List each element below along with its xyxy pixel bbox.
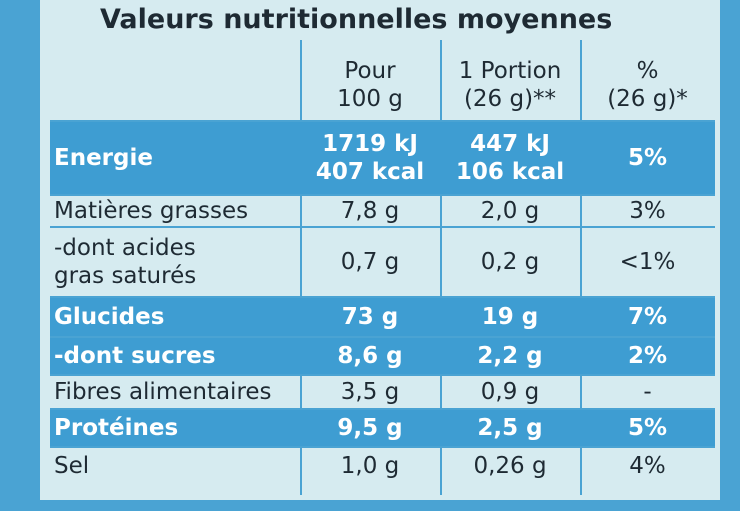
table-row: Protéines 9,5 g 2,5 g 5% <box>50 408 715 446</box>
value-cell: 9,5 g <box>300 410 440 446</box>
text-line: 0,2 g <box>480 249 540 275</box>
value-cell: 2,2 g <box>440 338 580 374</box>
text-line: 9,5 g <box>337 415 403 441</box>
text-line: 0,9 g <box>480 379 540 405</box>
value-cell: 2,5 g <box>440 410 580 446</box>
text-line: -dont sucres <box>54 343 216 369</box>
column-header: Pour 100 g <box>300 52 440 118</box>
value-cell: 447 kJ 106 kcal <box>440 122 580 194</box>
row-label: Energie <box>54 122 153 194</box>
value-cell: - <box>580 376 715 408</box>
value-cell: 73 g <box>300 298 440 336</box>
column-divider <box>580 40 582 495</box>
row-label: Matières grasses <box>54 196 248 226</box>
table-row: -dont acides gras saturés 0,7 g 0,2 g <1% <box>50 226 715 296</box>
column-divider <box>440 40 442 495</box>
table-row: -dont sucres 8,6 g 2,2 g 2% <box>50 336 715 374</box>
value-cell: 3% <box>580 196 715 226</box>
text-line: 100 g <box>337 86 403 112</box>
text-line: 1 Portion <box>458 58 562 84</box>
text-line: (26 g)* <box>607 86 688 112</box>
text-line: (26 g)** <box>463 86 557 112</box>
value-cell: 5% <box>580 122 715 194</box>
value-cell: 0,9 g <box>440 376 580 408</box>
text-line: Protéines <box>54 415 179 441</box>
value-cell: 8,6 g <box>300 338 440 374</box>
text-line: 4% <box>629 453 666 479</box>
text-line: 7,8 g <box>340 198 400 224</box>
value-cell: 5% <box>580 410 715 446</box>
text-line: -dont acides <box>54 235 196 261</box>
value-cell: 1719 kJ 407 kcal <box>300 122 440 194</box>
text-line: 73 g <box>341 304 399 330</box>
text-line: 5% <box>627 415 668 441</box>
text-line: 407 kcal <box>315 159 425 185</box>
value-cell: 0,26 g <box>440 448 580 484</box>
value-cell: 7,8 g <box>300 196 440 226</box>
text-line: Fibres alimentaires <box>54 379 272 405</box>
text-line: 1,0 g <box>340 453 400 479</box>
text-line: - <box>643 379 652 405</box>
table-row: Matières grasses 7,8 g 2,0 g 3% <box>50 194 715 226</box>
row-label: Protéines <box>54 410 178 446</box>
value-cell: 7% <box>580 298 715 336</box>
text-line: % <box>636 58 659 84</box>
value-cell: 0,7 g <box>300 228 440 296</box>
value-cell: 19 g <box>440 298 580 336</box>
text-line: 447 kJ <box>470 131 550 157</box>
text-line: Energie <box>54 145 153 171</box>
value-cell: 0,2 g <box>440 228 580 296</box>
value-cell: 2% <box>580 338 715 374</box>
row-label: -dont sucres <box>54 338 216 374</box>
text-line: 7% <box>627 304 668 330</box>
title: Valeurs nutritionnelles moyennes <box>100 4 613 35</box>
text-line: 2,5 g <box>477 415 543 441</box>
text-line: 2% <box>627 343 668 369</box>
text-line: Glucides <box>54 304 165 330</box>
text-line: 0,26 g <box>473 453 547 479</box>
row-label: Glucides <box>54 298 164 336</box>
text-line: gras saturés <box>54 263 197 289</box>
text-line: 3,5 g <box>340 379 400 405</box>
table-row: Energie 1719 kJ 407 kcal 447 kJ 106 kcal 5% <box>50 120 715 194</box>
value-cell: <1% <box>580 228 715 296</box>
text-line: 1719 kJ <box>322 131 418 157</box>
text-line: 0,7 g <box>340 249 400 275</box>
text-line: 106 kcal <box>455 159 565 185</box>
column-divider <box>300 40 302 495</box>
row-label: Fibres alimentaires <box>54 376 272 408</box>
text-line: Sel <box>54 453 90 479</box>
text-line: 8,6 g <box>337 343 403 369</box>
table-row: Fibres alimentaires 3,5 g 0,9 g - <box>50 374 715 408</box>
text-line: 2,0 g <box>480 198 540 224</box>
text-line: 19 g <box>481 304 539 330</box>
table-row: Sel 1,0 g 0,26 g 4% <box>50 446 715 484</box>
text-line: 3% <box>629 198 666 224</box>
value-cell: 3,5 g <box>300 376 440 408</box>
text-line: <1% <box>619 249 676 275</box>
value-cell: 4% <box>580 448 715 484</box>
value-cell: 2,0 g <box>440 196 580 226</box>
row-label: Sel <box>54 448 89 484</box>
column-header: 1 Portion (26 g)** <box>440 52 580 118</box>
column-header: % (26 g)* <box>580 52 715 118</box>
text-line: Matières grasses <box>54 198 249 224</box>
text-line: Pour <box>344 58 396 84</box>
value-cell: 1,0 g <box>300 448 440 484</box>
row-label: -dont acides gras saturés <box>54 228 196 296</box>
text-line: 5% <box>627 145 668 171</box>
table-row: Glucides 73 g 19 g 7% <box>50 296 715 336</box>
text-line: 2,2 g <box>477 343 543 369</box>
